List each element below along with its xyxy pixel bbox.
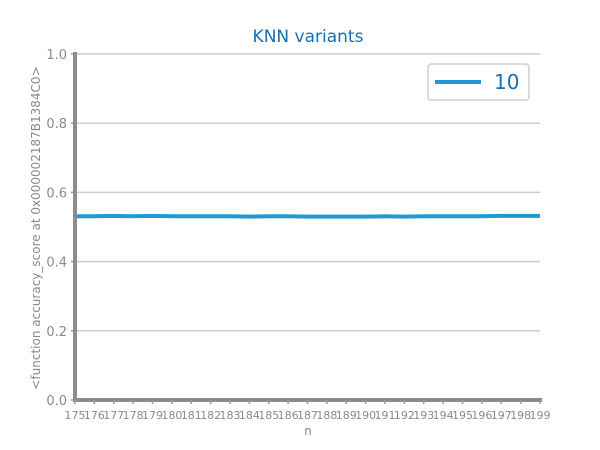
x-tick-label: 193	[413, 409, 434, 422]
y-tick-label: 0.0	[46, 394, 67, 409]
x-tick-label: 188	[316, 409, 337, 422]
series-line	[75, 213, 540, 219]
x-tick-label: 184	[239, 409, 260, 422]
x-tick-label: 182	[200, 409, 221, 422]
x-tick-label: 191	[375, 409, 396, 422]
x-tick-label: 175	[65, 409, 86, 422]
y-tick-label: 0.4	[46, 256, 67, 271]
grid	[75, 53, 540, 332]
x-tick-label: 176	[84, 409, 105, 422]
legend: 10	[427, 63, 530, 101]
x-tick-label: 179	[142, 409, 163, 422]
x-tick-label: 183	[220, 409, 241, 422]
y-tick-label: 1.0	[46, 48, 67, 63]
x-tick-label: 196	[471, 409, 492, 422]
x-tick-label: 185	[258, 409, 279, 422]
x-tick-label: 195	[452, 409, 473, 422]
y-axis-label: <function accuracy_score at 0x000002187B…	[29, 66, 43, 389]
x-tick-label: 181	[181, 409, 202, 422]
x-tick-label: 180	[161, 409, 182, 422]
y-tick-labels: 0.0 0.2 0.4 0.6 0.8 1.0	[46, 48, 67, 409]
x-tick-label: 186	[278, 409, 299, 422]
x-tick-label: 198	[510, 409, 531, 422]
x-tick-label: 189	[336, 409, 357, 422]
y-tick-label: 0.6	[46, 186, 67, 201]
x-tick-label: 192	[394, 409, 415, 422]
axes	[71, 52, 542, 404]
x-axis-label: n	[304, 424, 312, 438]
series-layer	[74, 213, 541, 219]
x-tick-label: 199	[530, 409, 551, 422]
x-tick-label: 197	[491, 409, 512, 422]
legend-label: 10	[494, 70, 519, 94]
x-tick-labels: 1751761771781791801811821831841851861871…	[65, 409, 551, 422]
y-tick-label: 0.8	[46, 117, 67, 132]
chart-title: KNN variants	[253, 27, 364, 47]
x-tick-label: 190	[355, 409, 376, 422]
x-tick-label: 177	[103, 409, 124, 422]
x-tick-label: 178	[123, 409, 144, 422]
x-tick-label: 187	[297, 409, 318, 422]
x-tick-label: 194	[433, 409, 454, 422]
y-tick-label: 0.2	[46, 325, 67, 340]
